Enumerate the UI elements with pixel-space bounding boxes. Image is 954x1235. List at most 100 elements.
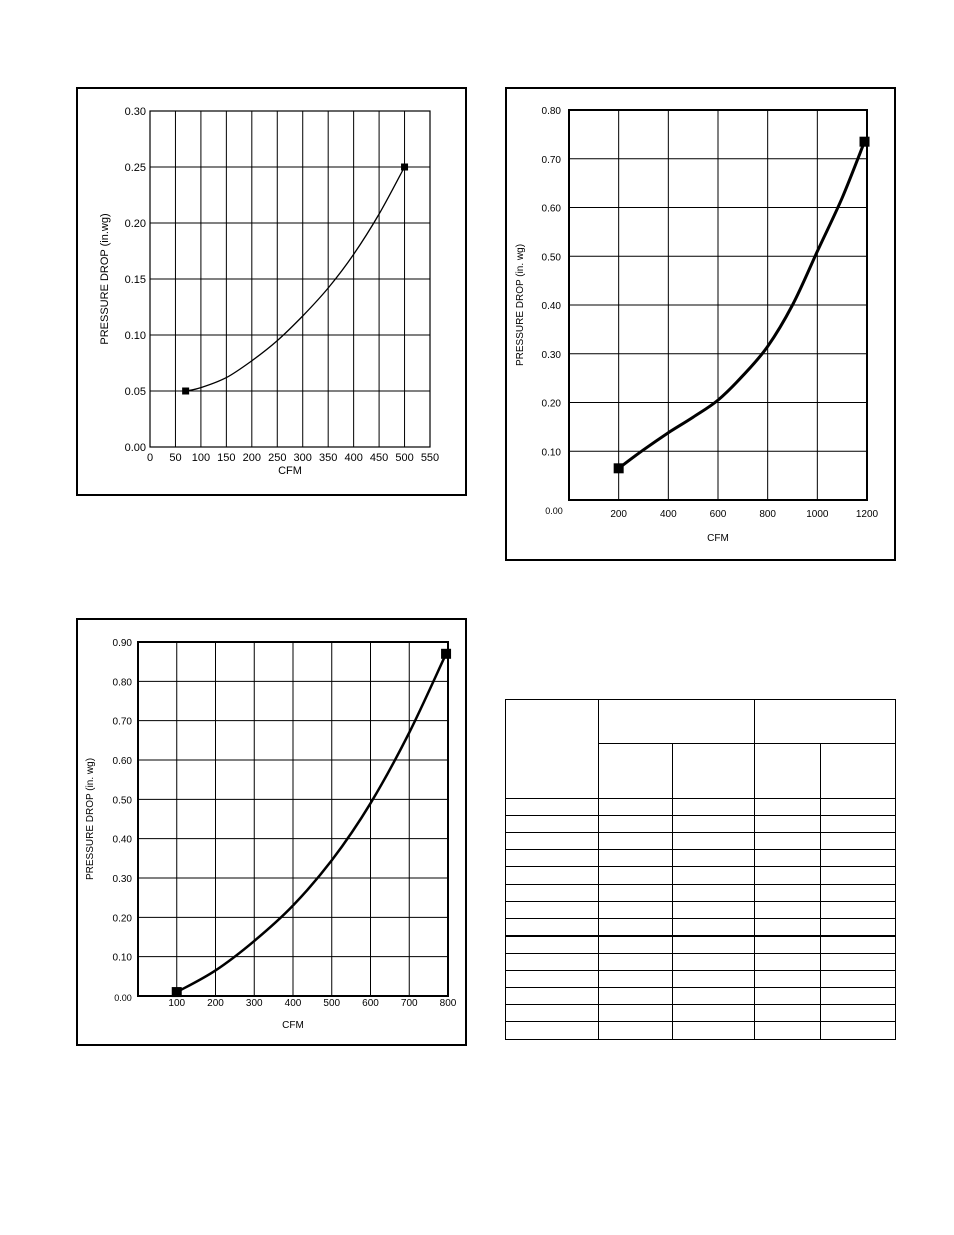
table-cell <box>598 815 673 834</box>
table-cell <box>505 832 599 851</box>
table-cell <box>754 798 821 817</box>
table-row <box>505 832 896 851</box>
table-cell <box>820 900 896 919</box>
table-cell <box>672 917 755 937</box>
table-row <box>505 849 896 868</box>
chart-panel-1: 0 50 100 150 200 250 300 350 400 450 500 550 0.00 0.0… <box>76 87 467 496</box>
table-cell <box>754 935 821 954</box>
table-row <box>505 986 896 1005</box>
table-cell <box>598 1003 673 1022</box>
y-tick-label: 0.10 <box>113 953 133 964</box>
y-tick-label: 0.20 <box>542 399 562 410</box>
x-tick-label: 700 <box>401 998 418 1009</box>
table-cell <box>598 969 673 988</box>
x-tick-label: 50 <box>169 452 181 464</box>
table-header-row <box>505 698 896 800</box>
chart-3: 100 200 300 400 500 600 700 800 0.10 0.20 0.30 0.40… <box>85 638 457 1031</box>
x-tick-label: 100 <box>192 452 210 464</box>
table-body <box>505 798 896 1041</box>
table-cell <box>820 798 896 817</box>
table-cell <box>672 832 755 851</box>
table-cell <box>754 900 821 919</box>
table-cell <box>820 935 896 954</box>
table-cell <box>598 798 673 817</box>
x-tick-label: 350 <box>319 452 337 464</box>
y-tick-label: 0.30 <box>113 874 133 885</box>
y-tick-label: 0.70 <box>113 717 133 728</box>
table-header-cell <box>598 698 755 745</box>
table-cell <box>505 815 599 834</box>
data-point-marker <box>613 463 624 474</box>
x-tick-label: 500 <box>395 452 413 464</box>
table-cell <box>598 986 673 1005</box>
y-tick-label: 0.60 <box>113 756 133 767</box>
y-axis-label: PRESSURE DROP (in. wg) <box>85 758 96 880</box>
table-cell <box>672 900 755 919</box>
table-cell <box>598 883 673 902</box>
table-header-cell <box>598 743 673 800</box>
y-tick-label: 0.20 <box>125 218 146 230</box>
x-tick-label: 800 <box>759 509 776 520</box>
y-tick-label: 0.80 <box>542 106 562 117</box>
x-tick-label: 1000 <box>806 509 829 520</box>
table-cell <box>672 883 755 902</box>
y-tick-label: 0.40 <box>113 835 133 846</box>
y-tick-label: 0.60 <box>542 204 562 215</box>
table-cell <box>598 935 673 954</box>
table-row <box>505 1003 896 1022</box>
x-tick-label: 250 <box>268 452 286 464</box>
y-tick-label: 0.50 <box>542 252 562 263</box>
table-cell <box>672 798 755 817</box>
chart-panel-2: 200 400 600 800 1000 1200 0.10 0.20 0.30 0.40 0.50… <box>505 87 896 561</box>
table-cell <box>672 952 755 971</box>
table-header-cell <box>672 743 755 800</box>
table-cell <box>598 900 673 919</box>
table-cell <box>820 1003 896 1022</box>
table-cell <box>754 866 821 885</box>
table-cell <box>754 1020 821 1041</box>
table-cell <box>505 866 599 885</box>
table-cell <box>598 832 673 851</box>
table-row <box>505 815 896 834</box>
x-tick-label: 600 <box>362 998 379 1009</box>
table-cell <box>754 1003 821 1022</box>
y-axis-label: PRESSURE DROP (in. wg) <box>515 244 526 366</box>
y-tick-label: 0.40 <box>542 301 562 312</box>
table-row <box>505 917 896 937</box>
data-point-marker <box>859 136 870 147</box>
y-tick-label: 0.25 <box>125 162 146 174</box>
y-tick-label: 0.15 <box>125 274 146 286</box>
y-tick-label: 0.00 <box>125 442 146 454</box>
x-tick-label: 1200 <box>856 509 879 520</box>
y-tick-label: 0.30 <box>542 350 562 361</box>
table-cell <box>820 986 896 1005</box>
table-cell <box>505 935 599 954</box>
data-point-marker <box>182 387 190 395</box>
chart-2: 200 400 600 800 1000 1200 0.10 0.20 0.30 0.40 0.50… <box>515 106 879 544</box>
table-cell <box>505 883 599 902</box>
x-tick-label: 500 <box>323 998 340 1009</box>
table-cell <box>672 866 755 885</box>
y-axis-label: PRESSURE DROP (in.wg) <box>99 213 111 344</box>
table-cell <box>505 952 599 971</box>
x-tick-label: 800 <box>440 998 457 1009</box>
data-point-marker <box>171 987 182 998</box>
y-tick-label: 0.30 <box>125 106 146 118</box>
y-tick-label: 0.05 <box>125 386 146 398</box>
table-cell <box>820 917 896 937</box>
blank-table <box>505 698 896 1041</box>
x-tick-label: 0 <box>147 452 153 464</box>
table-cell <box>820 815 896 834</box>
x-tick-label: 600 <box>710 509 727 520</box>
data-point-marker <box>441 648 452 659</box>
table-cell <box>505 1020 599 1041</box>
table-row <box>505 1020 896 1041</box>
table-cell <box>820 969 896 988</box>
x-tick-label: 300 <box>294 452 312 464</box>
table-cell <box>820 952 896 971</box>
table-cell <box>820 1020 896 1041</box>
x-tick-label: 200 <box>610 509 627 520</box>
x-tick-label: 300 <box>246 998 263 1009</box>
series-line <box>185 166 406 392</box>
table-cell <box>754 952 821 971</box>
